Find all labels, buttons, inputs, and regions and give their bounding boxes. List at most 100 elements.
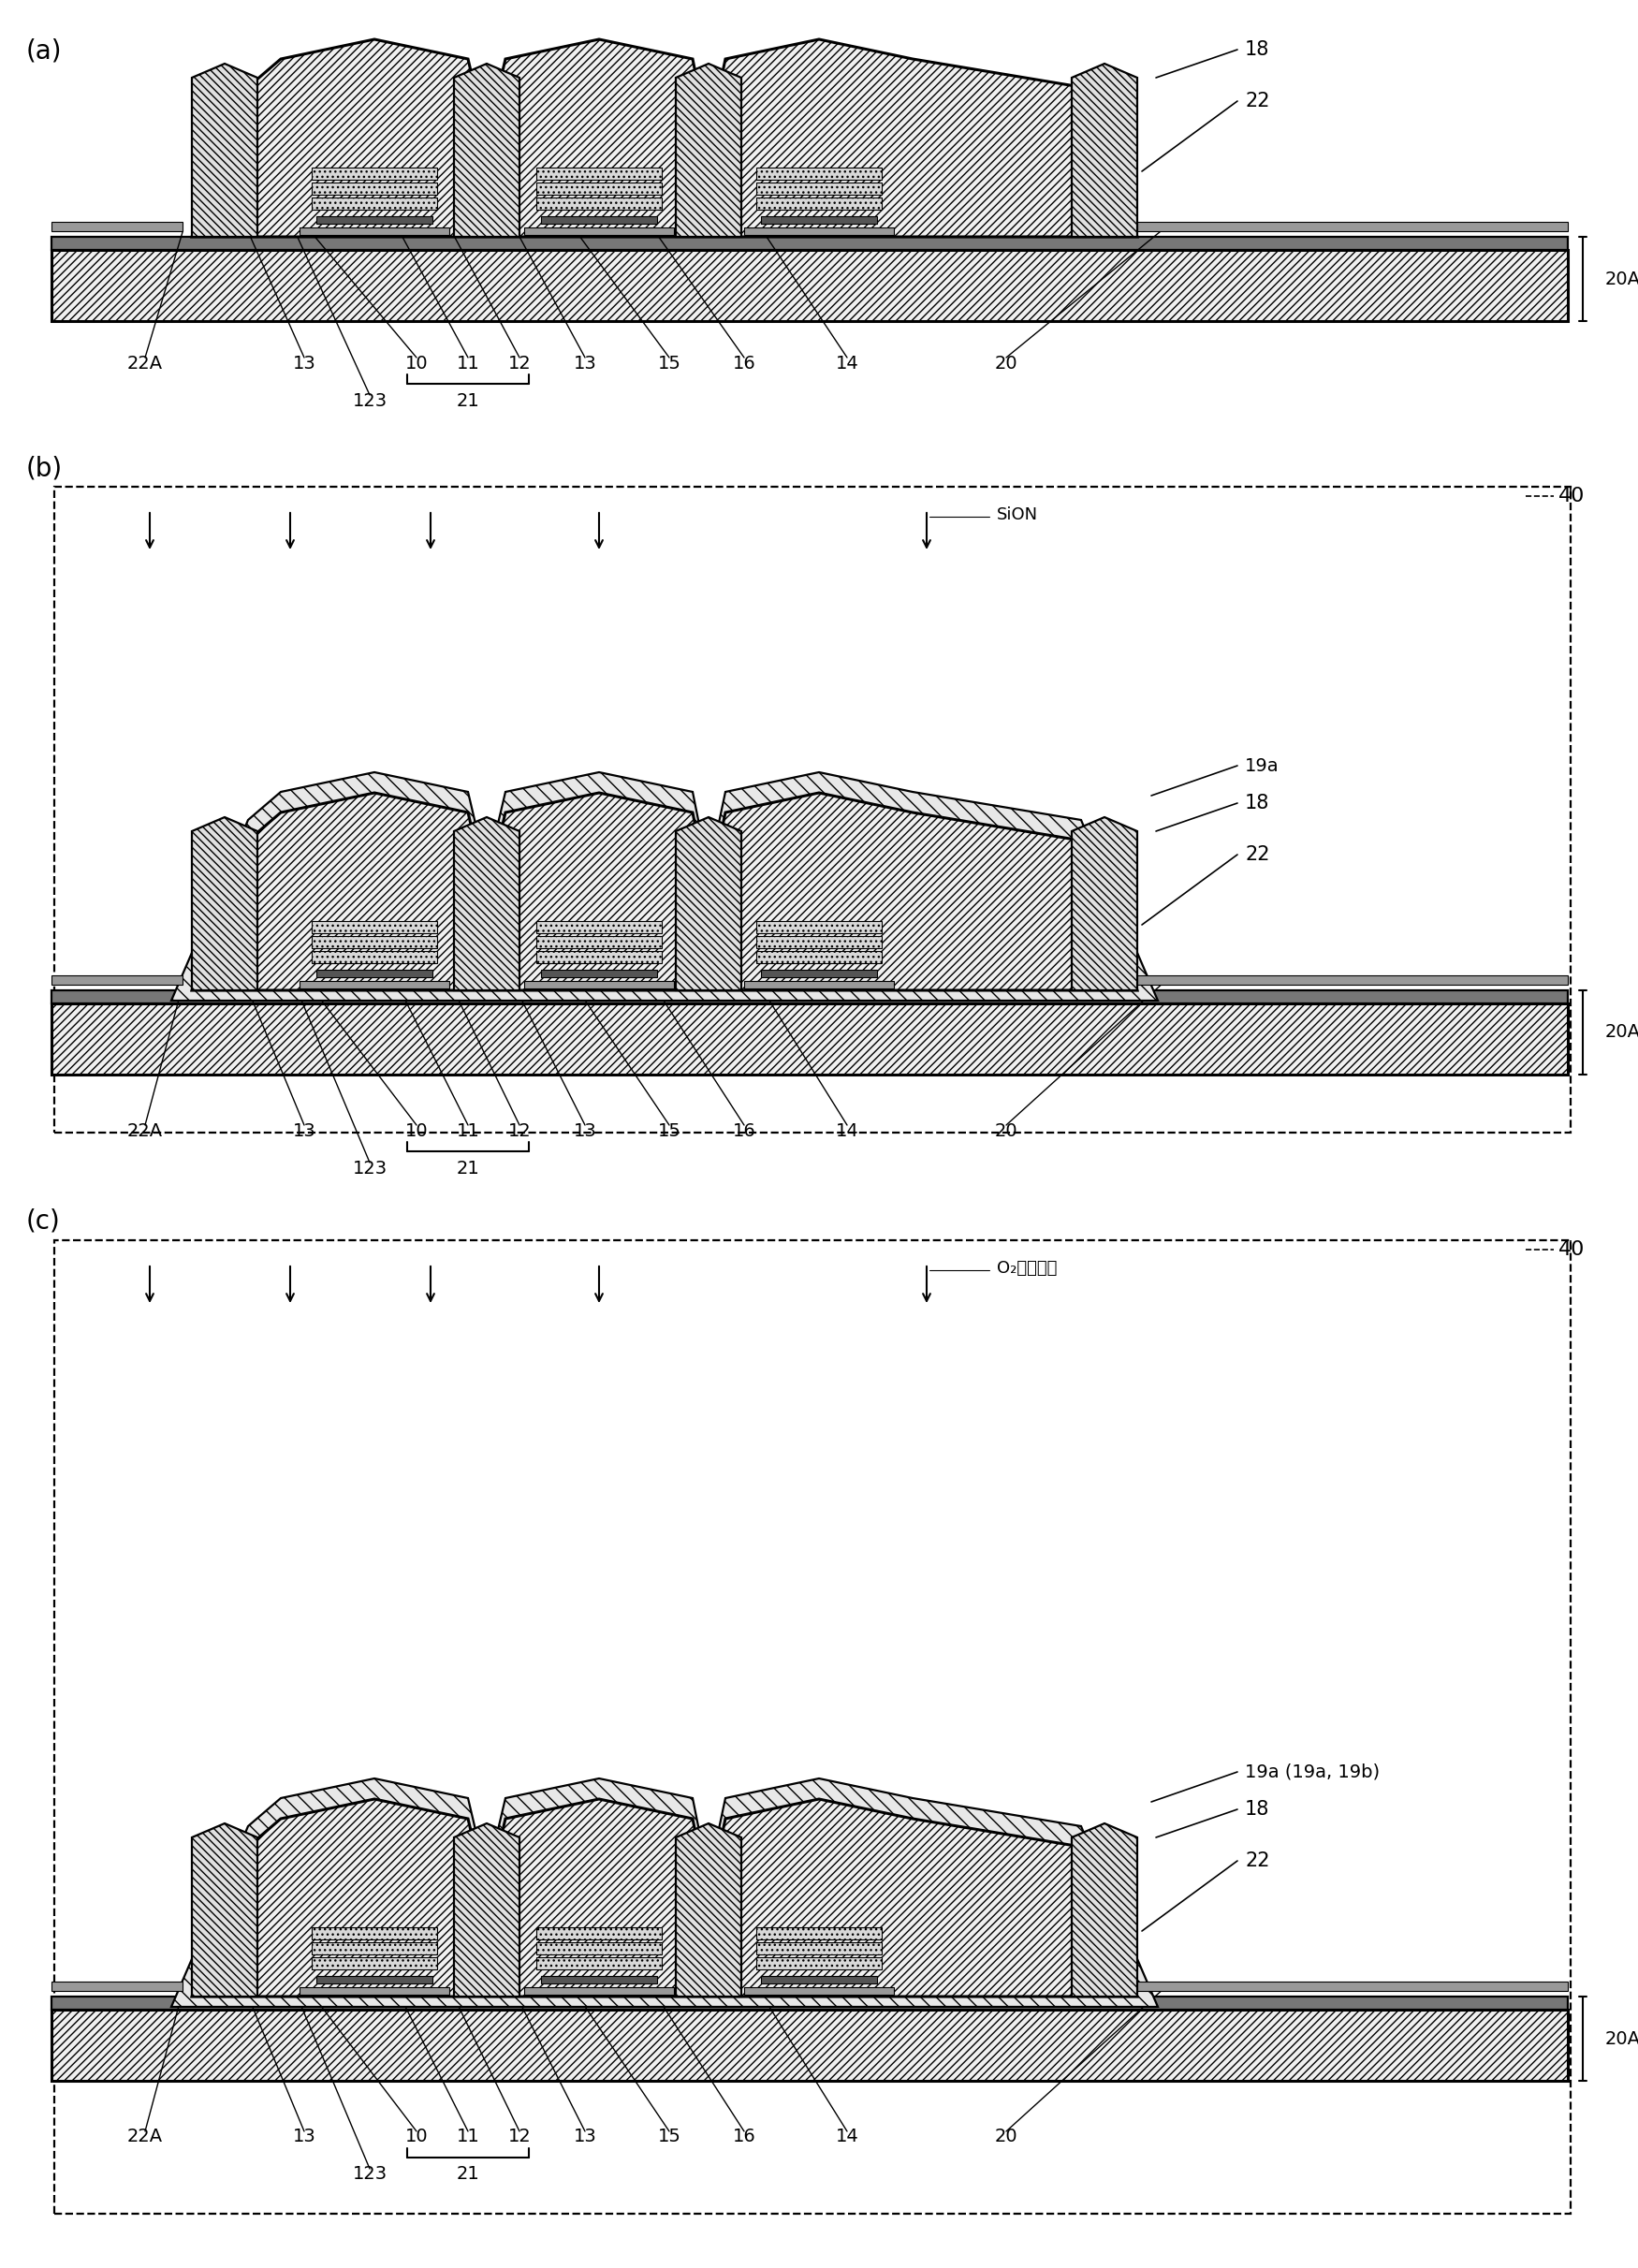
Text: 19a: 19a xyxy=(1245,758,1279,776)
Bar xyxy=(311,197,437,209)
Bar xyxy=(316,215,432,225)
Bar xyxy=(300,1987,449,1994)
Text: 40: 40 xyxy=(1558,488,1586,506)
Text: 22A: 22A xyxy=(128,2127,162,2146)
Bar xyxy=(757,921,881,932)
Polygon shape xyxy=(454,1823,519,1996)
Bar xyxy=(51,991,1568,1002)
Bar xyxy=(757,937,881,948)
Text: 20: 20 xyxy=(994,1123,1017,1139)
Text: 13: 13 xyxy=(573,2127,596,2146)
Text: 19a (19a, 19b): 19a (19a, 19b) xyxy=(1245,1762,1379,1780)
Text: 16: 16 xyxy=(732,354,755,372)
Text: 123: 123 xyxy=(352,1159,387,1177)
Text: 10: 10 xyxy=(405,354,428,372)
Polygon shape xyxy=(454,64,519,236)
Bar xyxy=(757,168,881,179)
Bar xyxy=(300,227,449,236)
Text: 21: 21 xyxy=(457,1159,480,1177)
Bar xyxy=(536,1957,662,1969)
Text: 13: 13 xyxy=(293,2127,316,2146)
Bar xyxy=(1132,1982,1568,1991)
Text: 22A: 22A xyxy=(128,1123,162,1139)
Polygon shape xyxy=(676,816,742,991)
Bar xyxy=(757,181,881,195)
Bar xyxy=(1132,222,1568,231)
Polygon shape xyxy=(1071,64,1137,236)
Text: 22: 22 xyxy=(1245,846,1269,864)
Text: 11: 11 xyxy=(457,354,480,372)
Bar xyxy=(311,1941,437,1955)
Text: 22: 22 xyxy=(1245,1851,1269,1871)
Bar xyxy=(51,249,1568,322)
Polygon shape xyxy=(676,1823,742,1996)
Bar xyxy=(744,982,894,989)
Text: 123: 123 xyxy=(352,392,387,411)
Text: 15: 15 xyxy=(657,1123,681,1139)
Text: 14: 14 xyxy=(835,354,858,372)
Text: 10: 10 xyxy=(405,2127,428,2146)
Text: (b): (b) xyxy=(26,456,62,481)
Bar xyxy=(536,937,662,948)
Polygon shape xyxy=(192,816,257,991)
Text: 11: 11 xyxy=(457,1123,480,1139)
Text: 15: 15 xyxy=(657,354,681,372)
Bar xyxy=(311,181,437,195)
Bar xyxy=(51,1982,182,1991)
Text: 13: 13 xyxy=(573,354,596,372)
Bar xyxy=(744,1987,894,1994)
Bar xyxy=(757,1941,881,1955)
Bar xyxy=(311,921,437,932)
Text: (c): (c) xyxy=(26,1209,61,1234)
Bar xyxy=(762,1975,876,1984)
Bar xyxy=(536,168,662,179)
Bar xyxy=(311,937,437,948)
Bar xyxy=(757,950,881,964)
Bar xyxy=(316,971,432,978)
Text: 10: 10 xyxy=(405,1123,428,1139)
Bar xyxy=(762,971,876,978)
Text: 13: 13 xyxy=(293,1123,316,1139)
Text: 40: 40 xyxy=(1558,1241,1586,1259)
Bar xyxy=(51,1002,1568,1075)
Bar xyxy=(51,236,1568,249)
Text: 16: 16 xyxy=(732,2127,755,2146)
Bar xyxy=(316,1975,432,1984)
Text: 15: 15 xyxy=(657,2127,681,2146)
Text: 11: 11 xyxy=(457,2127,480,2146)
Text: 18: 18 xyxy=(1245,794,1269,812)
Text: 12: 12 xyxy=(508,1123,531,1139)
Bar xyxy=(311,1957,437,1969)
Bar xyxy=(762,215,876,225)
Bar xyxy=(536,921,662,932)
Text: O₂等イオン: O₂等イオン xyxy=(998,1261,1057,1277)
FancyBboxPatch shape xyxy=(54,1241,1571,2214)
Bar xyxy=(541,971,657,978)
FancyBboxPatch shape xyxy=(54,488,1571,1132)
Text: 14: 14 xyxy=(835,2127,858,2146)
Bar xyxy=(757,1957,881,1969)
Text: 16: 16 xyxy=(732,1123,755,1139)
Text: 123: 123 xyxy=(352,2166,387,2184)
Polygon shape xyxy=(1071,1823,1137,1996)
Text: 13: 13 xyxy=(573,1123,596,1139)
Text: (a): (a) xyxy=(26,39,62,64)
Polygon shape xyxy=(1071,816,1137,991)
Bar xyxy=(311,950,437,964)
Text: 22A: 22A xyxy=(128,354,162,372)
Text: 20A: 20A xyxy=(1605,1023,1638,1041)
Text: 14: 14 xyxy=(835,1123,858,1139)
Text: 22: 22 xyxy=(1245,91,1269,111)
Polygon shape xyxy=(192,1823,257,1996)
Bar xyxy=(536,197,662,209)
Bar xyxy=(541,1975,657,1984)
Polygon shape xyxy=(172,1778,1158,2007)
Bar xyxy=(536,181,662,195)
Bar xyxy=(51,975,182,984)
Bar xyxy=(51,1996,1568,2009)
Text: 20: 20 xyxy=(994,2127,1017,2146)
Bar xyxy=(51,2009,1568,2080)
Text: 20A: 20A xyxy=(1605,270,1638,288)
Polygon shape xyxy=(192,39,1137,236)
Bar xyxy=(541,215,657,225)
